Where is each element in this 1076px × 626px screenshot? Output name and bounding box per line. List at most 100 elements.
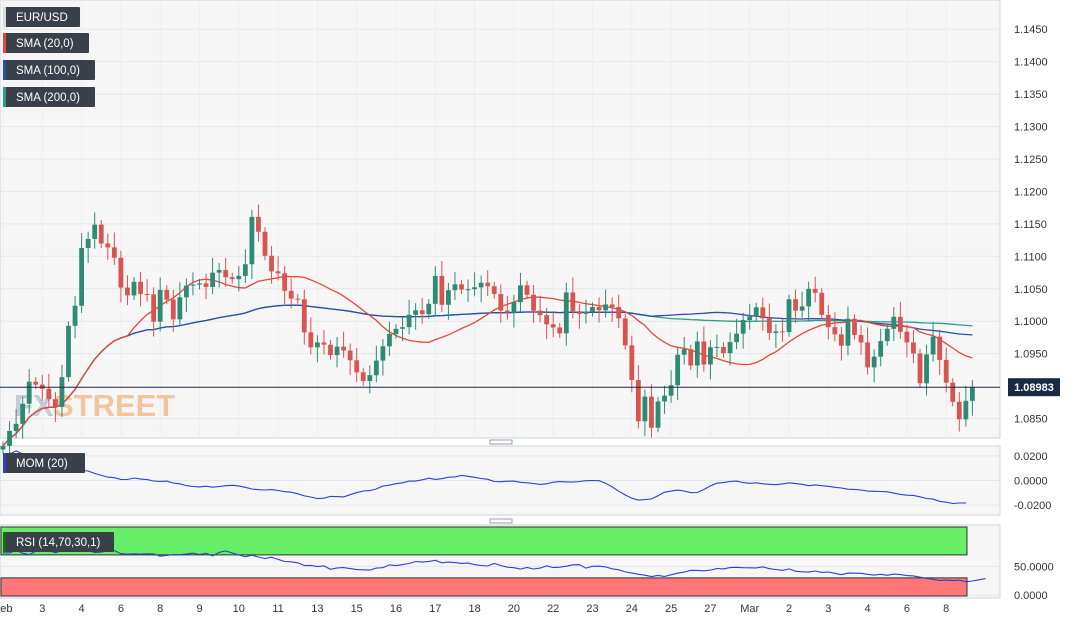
candle [125, 287, 130, 296]
sma100-tag-box[interactable] [3, 60, 95, 80]
rsi-tag-accent [3, 532, 6, 552]
candle [13, 423, 19, 431]
time-tick-label: 3 [39, 603, 45, 615]
watermark-street: STREET [53, 388, 175, 423]
candle [478, 282, 484, 288]
candle [426, 303, 432, 315]
sma100-tag[interactable]: SMA (100,0) [3, 60, 95, 80]
candle [675, 354, 681, 386]
candle [275, 271, 281, 274]
candle [878, 341, 884, 357]
candle [917, 353, 923, 384]
candle [59, 377, 65, 407]
candle [498, 294, 504, 311]
candle [839, 334, 844, 346]
time-tick-label: 10 [233, 603, 245, 615]
candle [662, 395, 667, 402]
price-tick-label: 1.1350 [1014, 89, 1048, 101]
candle [373, 360, 379, 376]
time-tick-label: 24 [626, 603, 638, 615]
rsi-tag-box[interactable] [3, 532, 114, 552]
time-tick-label: 6 [904, 603, 910, 615]
candle [157, 289, 163, 322]
candle [288, 290, 294, 299]
candle [190, 284, 196, 286]
candle [845, 318, 851, 346]
candle [930, 336, 936, 355]
candle [413, 310, 419, 315]
candle [629, 345, 635, 381]
sma200-tag-box[interactable] [3, 87, 95, 107]
candle [203, 283, 209, 287]
candle [609, 304, 615, 308]
candle [622, 318, 628, 346]
time-tick-label: 13 [311, 603, 323, 615]
candle [537, 310, 543, 316]
candle [20, 403, 26, 424]
mom-tag-accent [3, 453, 6, 473]
time-tick-label: 20 [508, 603, 520, 615]
candle [825, 314, 831, 328]
candle [334, 346, 340, 356]
candle [865, 342, 870, 368]
candle [360, 372, 366, 382]
candle [531, 294, 536, 311]
candle [98, 224, 104, 244]
mom-tick-label: -0.0200 [1014, 500, 1051, 512]
rsi-tag[interactable]: RSI (14,70,30,1) [3, 532, 114, 552]
candle [858, 334, 864, 343]
candle [557, 327, 563, 334]
sma100-tag-accent [3, 60, 6, 80]
time-tick-label: 15 [351, 603, 363, 615]
candle [943, 359, 949, 383]
candle [0, 445, 6, 450]
candle [33, 381, 39, 385]
sma200-tag-accent [3, 87, 6, 107]
candle [897, 316, 903, 332]
price-tick-label: 1.1200 [1014, 186, 1048, 198]
candle [708, 347, 713, 365]
mom-tag-box[interactable] [3, 453, 85, 473]
candle [400, 327, 405, 329]
rsi-line [2, 547, 986, 583]
panel-resize-handle[interactable] [489, 439, 513, 445]
candle [852, 318, 857, 335]
candle [85, 238, 91, 249]
candle [432, 275, 438, 304]
time-tick-label: 2 [786, 603, 792, 615]
price-tick-label: 1.1050 [1014, 284, 1048, 296]
candle [518, 285, 523, 303]
candle [105, 243, 111, 248]
symbol-tag-accent [3, 7, 6, 27]
candle [780, 331, 785, 333]
candle [596, 307, 602, 311]
candle [66, 325, 71, 378]
candle [308, 332, 314, 348]
time-tick-label: 8 [157, 603, 163, 615]
candle [223, 270, 229, 278]
symbol-tag-box[interactable] [3, 7, 80, 27]
candle [655, 401, 661, 428]
candle [315, 342, 320, 348]
time-tick-label: 11 [272, 603, 283, 615]
sma20-tag[interactable]: SMA (20,0) [3, 33, 89, 53]
symbol-tag[interactable]: EUR/USD [3, 7, 80, 27]
mom-tag[interactable]: MOM (20) [3, 453, 85, 473]
sma200-tag[interactable]: SMA (200,0) [3, 87, 95, 107]
sma20-tag-box[interactable] [3, 33, 89, 53]
candle [871, 356, 877, 368]
candle [229, 277, 235, 280]
candle [380, 346, 386, 361]
candle [590, 307, 595, 312]
candle [439, 275, 445, 305]
candle [524, 285, 530, 295]
candle [727, 342, 733, 354]
price-panel [0, 0, 1001, 439]
candle [301, 299, 307, 333]
price-tick-label: 1.1300 [1014, 122, 1048, 134]
candle [793, 299, 798, 311]
panel-resize-handle[interactable] [489, 518, 513, 524]
time-tick-label: 8 [943, 603, 949, 615]
candle [688, 349, 694, 366]
